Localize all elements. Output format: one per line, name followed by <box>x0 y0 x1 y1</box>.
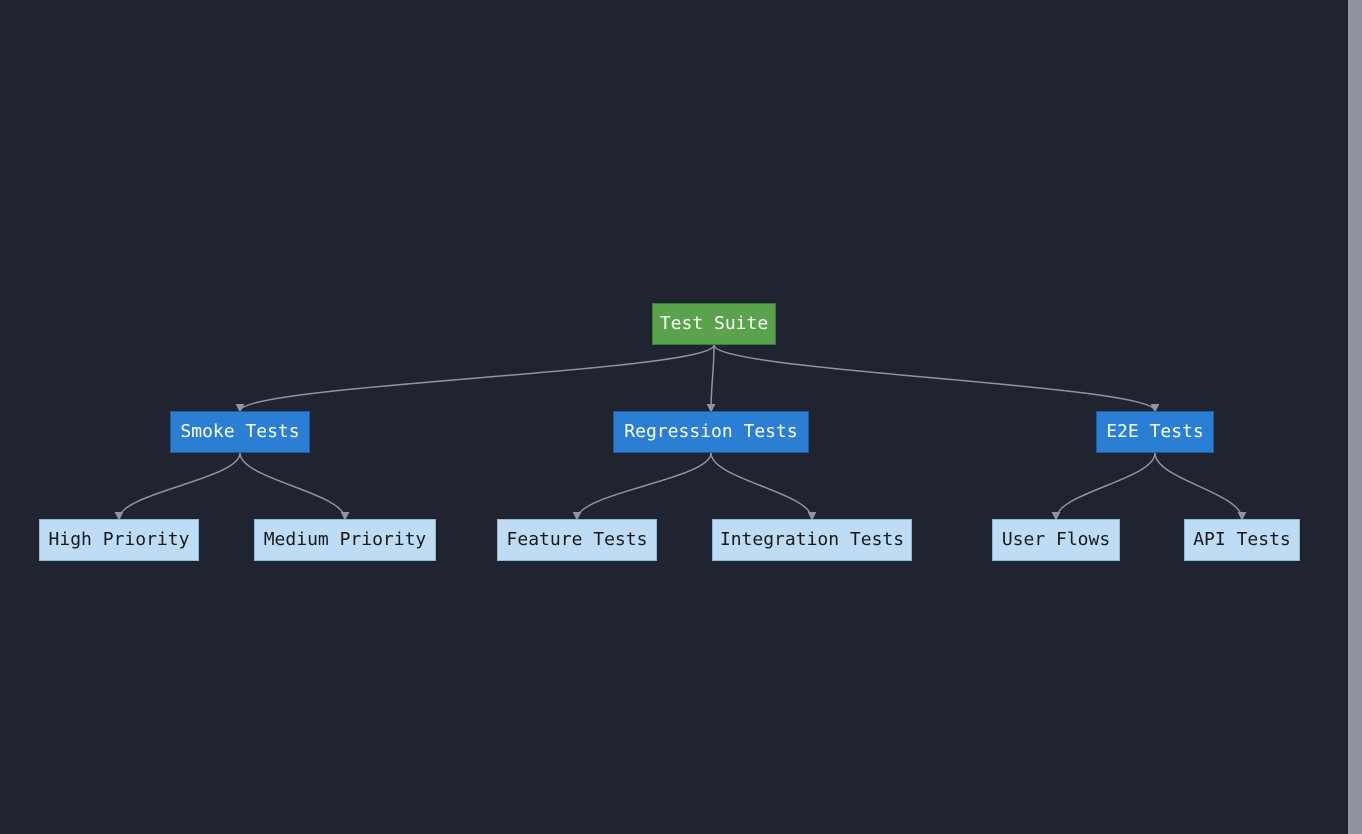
diagram-canvas: Test Suite Smoke Tests Regression Tests E2E… <box>0 0 1362 834</box>
tree-node-label: Smoke Tests <box>180 421 299 443</box>
tree-node-smoke: Smoke Tests <box>170 411 310 453</box>
tree-node-label: API Tests <box>1193 529 1291 551</box>
tree-edge <box>577 453 711 519</box>
tree-edge <box>119 453 240 519</box>
tree-node-label: Test Suite <box>660 313 768 335</box>
tree-edge <box>711 453 812 519</box>
tree-node-mp: Medium Priority <box>254 519 436 561</box>
vertical-scrollbar[interactable] <box>1348 0 1362 834</box>
tree-edge <box>711 345 714 411</box>
tree-edge <box>714 345 1155 411</box>
tree-node-ft: Feature Tests <box>497 519 657 561</box>
tree-node-root: Test Suite <box>652 303 776 345</box>
tree-edge <box>240 345 714 411</box>
tree-node-label: User Flows <box>1002 529 1110 551</box>
tree-node-label: Regression Tests <box>624 421 797 443</box>
tree-node-label: Feature Tests <box>507 529 648 551</box>
tree-edge <box>1056 453 1155 519</box>
tree-node-label: E2E Tests <box>1106 421 1204 443</box>
tree-node-hp: High Priority <box>39 519 199 561</box>
tree-edge <box>1155 453 1242 519</box>
tree-node-it: Integration Tests <box>712 519 912 561</box>
tree-edge <box>240 453 345 519</box>
tree-node-api: API Tests <box>1184 519 1300 561</box>
tree-node-label: Medium Priority <box>264 529 427 551</box>
tree-node-uf: User Flows <box>992 519 1120 561</box>
tree-node-label: Integration Tests <box>720 529 904 551</box>
tree-node-reg: Regression Tests <box>613 411 809 453</box>
tree-node-label: High Priority <box>49 529 190 551</box>
tree-node-e2e: E2E Tests <box>1096 411 1214 453</box>
